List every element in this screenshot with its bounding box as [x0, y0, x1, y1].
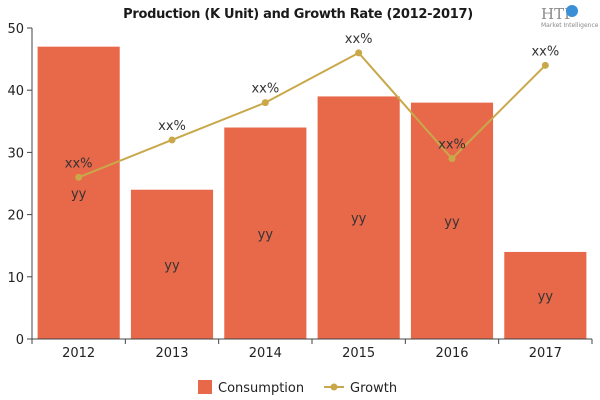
- growth-point: [168, 136, 176, 144]
- x-tick-label: 2012: [62, 346, 95, 361]
- legend-growth-marker: [330, 383, 338, 391]
- consumption-bars: [37, 46, 587, 340]
- growth-data-label: xx%: [65, 156, 93, 171]
- legend-growth-label: Growth: [350, 381, 397, 396]
- x-tick-label: 2014: [249, 346, 282, 361]
- x-tick-label: 2017: [529, 346, 562, 361]
- growth-line: [75, 49, 549, 181]
- growth-data-label: xx%: [531, 44, 559, 59]
- consumption-bar: [224, 127, 307, 340]
- legend-consumption-label: Consumption: [218, 381, 304, 396]
- growth-data-label: xx%: [158, 119, 186, 134]
- growth-series-line: [78, 51, 547, 179]
- x-axis: 2012 2013 2014 2015 2016 2017: [31, 338, 593, 361]
- growth-point: [355, 49, 363, 57]
- y-tick-label: 10: [7, 271, 24, 286]
- consumption-bar: [317, 96, 400, 339]
- y-axis: 0 10 20 30 40 50: [7, 22, 33, 348]
- consumption-data-label: yy: [71, 187, 87, 202]
- y-tick-label: 20: [7, 209, 24, 224]
- consumption-bar: [37, 46, 120, 339]
- growth-point: [261, 99, 269, 107]
- consumption-bar: [504, 251, 587, 339]
- logo-subtext: Market Intelligence: [541, 22, 599, 29]
- logo-globe-icon: [566, 5, 578, 17]
- htf-logo: HTF Market Intelligence: [541, 5, 599, 29]
- consumption-data-label: yy: [351, 212, 367, 227]
- x-tick-label: 2016: [435, 346, 468, 361]
- consumption-data-label: yy: [538, 289, 554, 304]
- consumption-bar: [410, 102, 494, 339]
- y-tick-label: 50: [7, 22, 24, 37]
- consumption-data-label: yy: [164, 258, 180, 273]
- consumption-data-label: yy: [444, 215, 460, 230]
- legend-consumption-swatch: [198, 380, 212, 394]
- growth-data-label: xx%: [438, 138, 466, 153]
- logo-text: HTF: [541, 5, 575, 23]
- legend: Consumption Growth: [198, 380, 397, 396]
- y-tick-label: 0: [16, 333, 24, 348]
- y-tick-label: 40: [7, 84, 24, 99]
- consumption-data-label: yy: [258, 227, 274, 242]
- y-tick-label: 30: [7, 146, 24, 161]
- consumption-bar: [130, 189, 214, 339]
- growth-data-label: xx%: [345, 32, 373, 47]
- growth-point: [75, 173, 83, 181]
- growth-point: [541, 61, 549, 69]
- x-tick-label: 2013: [155, 346, 188, 361]
- growth-data-label: xx%: [251, 82, 279, 97]
- chart-title: Production (K Unit) and Growth Rate (201…: [123, 7, 473, 22]
- growth-point: [448, 155, 456, 163]
- x-tick-label: 2015: [342, 346, 375, 361]
- data-labels: yy yy yy yy yy yy xx% xx% xx% xx% xx% xx%: [65, 32, 559, 305]
